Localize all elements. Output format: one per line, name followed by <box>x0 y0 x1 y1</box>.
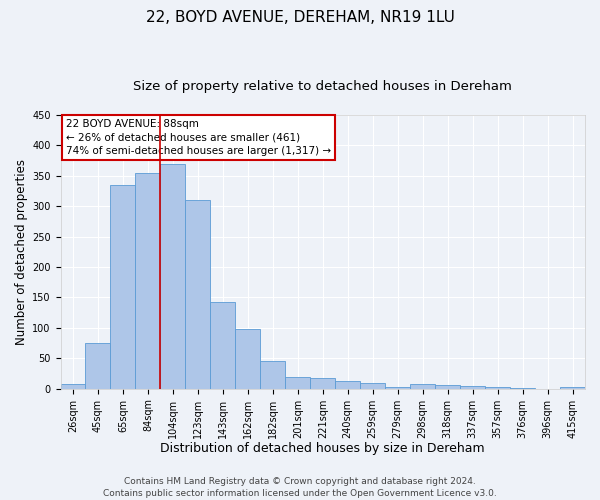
Bar <box>235 328 260 388</box>
Bar <box>560 387 585 388</box>
Bar <box>211 302 235 388</box>
Text: Contains HM Land Registry data © Crown copyright and database right 2024.
Contai: Contains HM Land Registry data © Crown c… <box>103 476 497 498</box>
Bar <box>335 381 360 388</box>
Title: Size of property relative to detached houses in Dereham: Size of property relative to detached ho… <box>133 80 512 93</box>
Bar <box>185 200 211 388</box>
Bar <box>260 361 285 388</box>
Bar <box>160 164 185 388</box>
Bar <box>61 384 85 388</box>
Bar <box>285 376 310 388</box>
X-axis label: Distribution of detached houses by size in Dereham: Distribution of detached houses by size … <box>160 442 485 455</box>
Bar <box>110 185 136 388</box>
Bar <box>485 387 510 388</box>
Bar <box>435 385 460 388</box>
Bar <box>310 378 335 388</box>
Bar <box>385 387 410 388</box>
Y-axis label: Number of detached properties: Number of detached properties <box>15 159 28 345</box>
Bar <box>136 173 160 388</box>
Bar <box>85 343 110 388</box>
Bar <box>410 384 435 388</box>
Text: 22 BOYD AVENUE: 88sqm
← 26% of detached houses are smaller (461)
74% of semi-det: 22 BOYD AVENUE: 88sqm ← 26% of detached … <box>66 119 331 156</box>
Text: 22, BOYD AVENUE, DEREHAM, NR19 1LU: 22, BOYD AVENUE, DEREHAM, NR19 1LU <box>146 10 454 25</box>
Bar <box>360 382 385 388</box>
Bar <box>460 386 485 388</box>
